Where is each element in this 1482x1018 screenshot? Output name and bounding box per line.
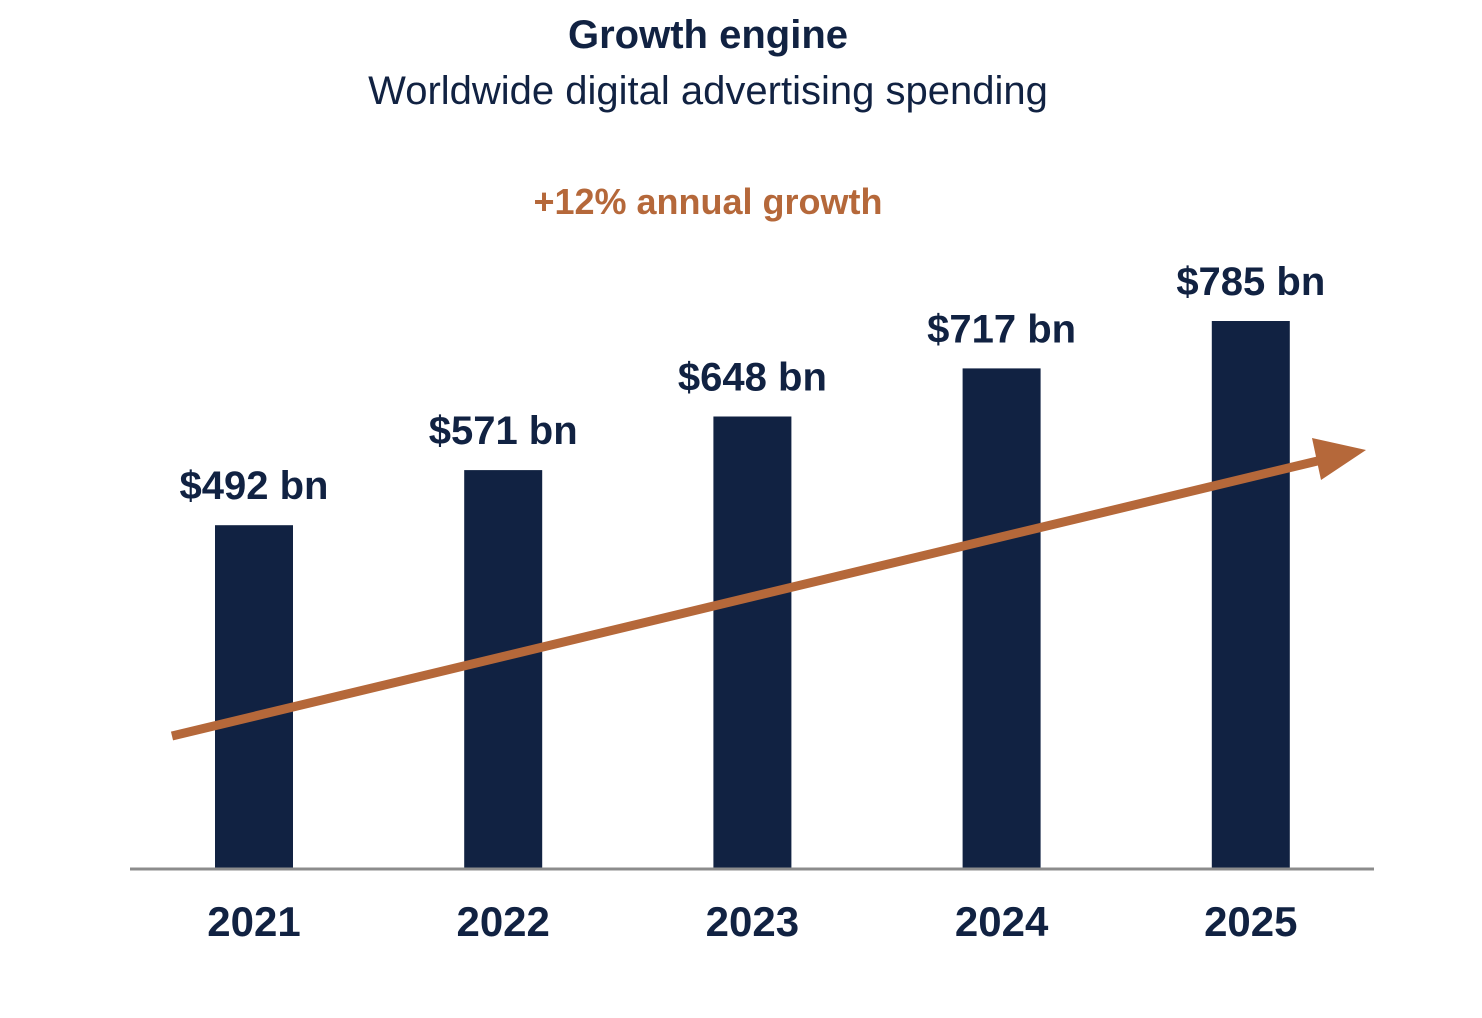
bar-2023	[713, 416, 792, 868]
x-tick-2022: 2022	[456, 898, 549, 945]
data-label-2023: $648 bn	[678, 356, 827, 400]
bar-2022	[464, 470, 543, 868]
x-tick-2024: 2024	[955, 898, 1049, 945]
trend-arrow	[170, 438, 1366, 741]
bar-2024	[962, 368, 1041, 868]
bar-2021	[215, 525, 293, 868]
chart-subtitle: Worldwide digital advertising spending	[368, 69, 1048, 113]
growth-annotation: +12% annual growth	[533, 181, 882, 222]
data-labels: $492 bn $571 bn $648 bn $717 bn $785 bn	[180, 260, 1326, 508]
data-label-2025: $785 bn	[1176, 260, 1325, 304]
chart-title: Growth engine	[568, 13, 848, 57]
trend-arrow-line	[170, 453, 1332, 741]
data-label-2021: $492 bn	[180, 464, 329, 508]
bar-2025	[1211, 321, 1290, 868]
data-label-2024: $717 bn	[927, 307, 1076, 351]
x-tick-2023: 2023	[706, 898, 799, 945]
x-tick-2025: 2025	[1204, 898, 1297, 945]
x-tick-labels: 2021 2022 2023 2024 2025	[207, 898, 1297, 945]
trend-arrow-head	[1312, 438, 1366, 480]
data-label-2022: $571 bn	[429, 409, 578, 453]
x-tick-2021: 2021	[207, 898, 300, 945]
bars-group	[215, 321, 1290, 868]
